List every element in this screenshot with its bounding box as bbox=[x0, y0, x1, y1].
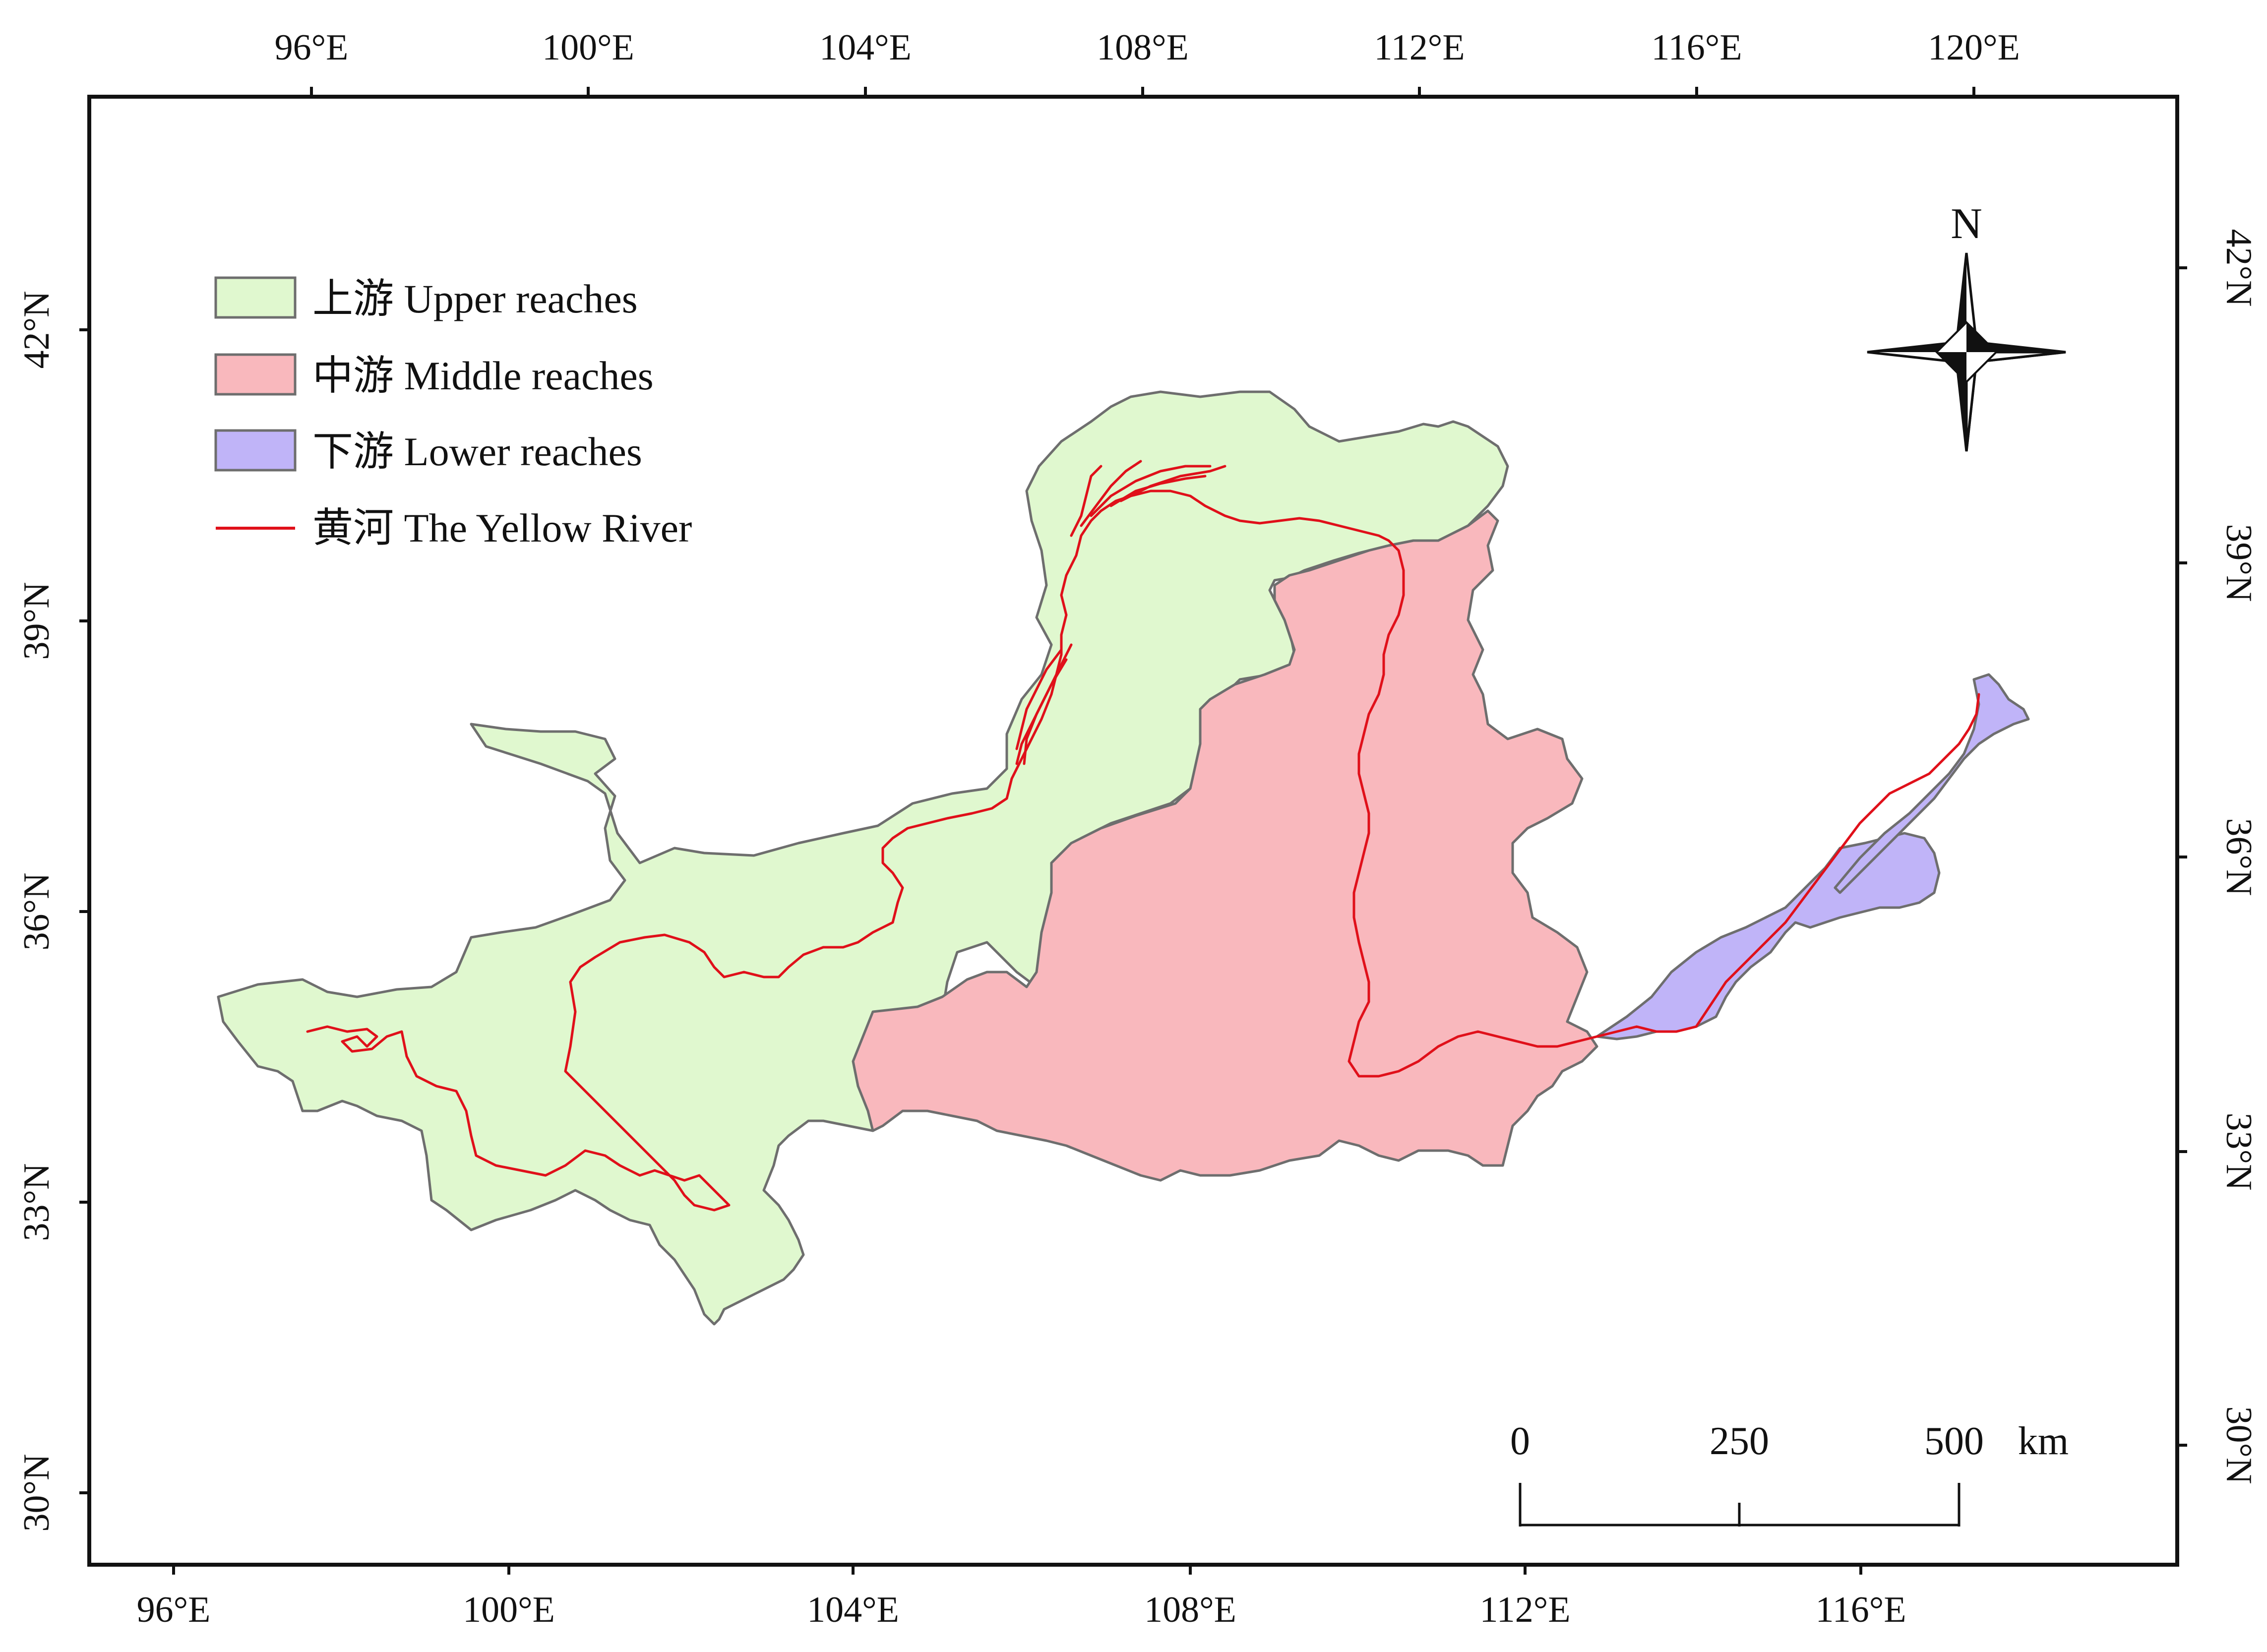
lower-reaches-region bbox=[1595, 832, 1941, 1040]
scale-label-unit: km bbox=[2018, 1419, 2069, 1463]
scale-bar: 0 250 500 km bbox=[1510, 1419, 2069, 1527]
top-tick-label: 96°E bbox=[275, 27, 349, 68]
bottom-tick-label: 96°E bbox=[137, 1590, 211, 1630]
left-tick-labels: 42°N 39°N 36°N 33°N 30°N bbox=[16, 291, 57, 1531]
top-tick-label: 108°E bbox=[1097, 27, 1189, 68]
north-arrow: N bbox=[1867, 200, 2066, 452]
left-tick-label: 36°N bbox=[16, 872, 57, 950]
bottom-tick-label: 100°E bbox=[463, 1590, 555, 1630]
legend: 上游 Upper reaches 中游 Middle reaches 下游 Lo… bbox=[214, 276, 692, 551]
scale-label-0: 0 bbox=[1510, 1419, 1530, 1463]
top-tick-label: 120°E bbox=[1928, 27, 2020, 68]
legend-label-river: 黄河 The Yellow River bbox=[312, 505, 692, 551]
lower-reaches-estuary bbox=[1834, 673, 2030, 894]
north-arrow-label: N bbox=[1951, 200, 1982, 248]
top-tick-label: 104°E bbox=[819, 27, 912, 68]
top-tick-label: 116°E bbox=[1651, 27, 1742, 68]
legend-swatch-lower bbox=[214, 429, 297, 472]
top-tick-label: 100°E bbox=[542, 27, 634, 68]
top-tick-label: 112°E bbox=[1374, 27, 1465, 68]
right-tick-label: 33°N bbox=[2218, 1112, 2259, 1190]
right-tick-label: 39°N bbox=[2218, 524, 2259, 602]
bottom-tick-label: 104°E bbox=[807, 1590, 899, 1630]
right-tick-labels: 42°N 39°N 36°N 33°N 30°N bbox=[2218, 229, 2259, 1484]
legend-swatch-upper bbox=[214, 276, 297, 319]
top-tick-labels: 96°E 100°E 104°E 108°E 112°E 116°E 120°E bbox=[275, 27, 2020, 68]
scale-label-500: 500 bbox=[1924, 1419, 1984, 1463]
bottom-tick-label: 108°E bbox=[1144, 1590, 1236, 1630]
right-ticks bbox=[2177, 266, 2187, 1447]
scale-label-250: 250 bbox=[1710, 1419, 1769, 1463]
yellow-river-line bbox=[306, 460, 1980, 1212]
top-ticks bbox=[310, 87, 1975, 97]
bottom-tick-labels: 96°E 100°E 104°E 108°E 112°E 116°E bbox=[137, 1590, 1906, 1630]
bottom-tick-label: 116°E bbox=[1815, 1590, 1906, 1630]
bottom-ticks bbox=[172, 1565, 1862, 1575]
left-tick-label: 30°N bbox=[16, 1454, 57, 1531]
legend-label-lower: 下游 Lower reaches bbox=[312, 429, 642, 474]
left-tick-label: 33°N bbox=[16, 1163, 57, 1241]
right-tick-label: 30°N bbox=[2218, 1406, 2259, 1484]
left-ticks bbox=[79, 328, 89, 1494]
left-tick-label: 42°N bbox=[16, 291, 57, 368]
legend-label-middle: 中游 Middle reaches bbox=[312, 353, 654, 398]
left-tick-label: 39°N bbox=[16, 582, 57, 660]
right-tick-label: 42°N bbox=[2218, 229, 2259, 306]
middle-reaches-region bbox=[852, 509, 1598, 1182]
right-tick-label: 36°N bbox=[2218, 818, 2259, 896]
bottom-tick-label: 112°E bbox=[1479, 1590, 1570, 1630]
legend-label-upper: 上游 Upper reaches bbox=[312, 276, 638, 321]
legend-swatch-middle bbox=[214, 353, 297, 396]
